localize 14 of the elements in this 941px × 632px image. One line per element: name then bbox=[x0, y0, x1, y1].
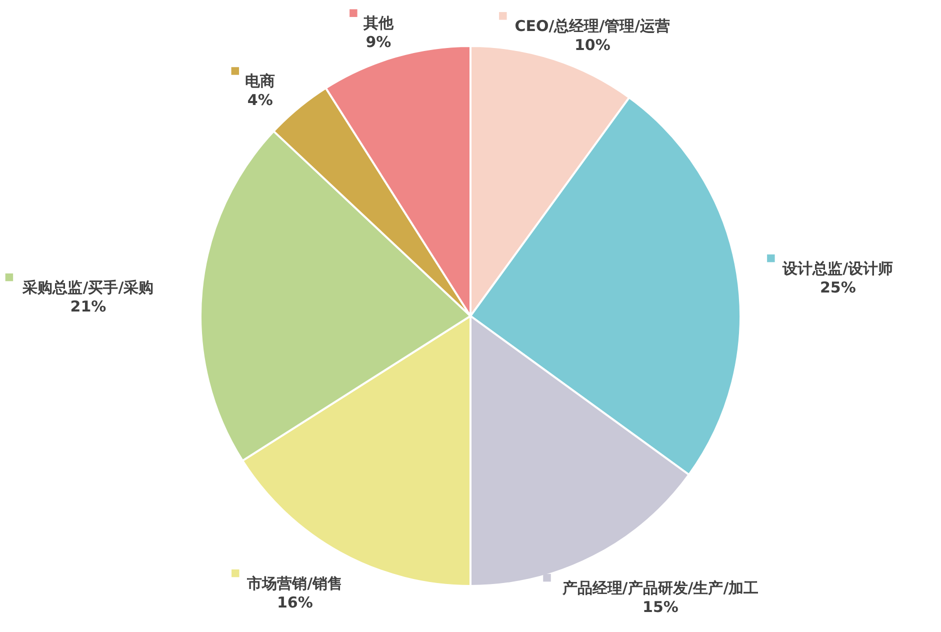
data-label: 15% bbox=[642, 598, 678, 616]
data-label: 21% bbox=[70, 297, 106, 316]
legend-label: 电商 bbox=[245, 72, 276, 90]
data-label: 4% bbox=[247, 90, 273, 109]
legend-label: 采购总监/买手/采购 bbox=[22, 278, 154, 296]
legend-label: 产品经理/产品研发/生产/加工 bbox=[561, 578, 759, 597]
legend-label: 市场营销/销售 bbox=[246, 574, 343, 592]
data-label: 16% bbox=[276, 593, 313, 612]
legend-label: 设计总监/设计师 bbox=[782, 259, 894, 278]
legend-label: CEO/总经理/管理/运营 bbox=[514, 16, 670, 35]
data-label: 10% bbox=[574, 36, 610, 54]
data-label: 9% bbox=[366, 33, 392, 52]
data-label: 25% bbox=[820, 278, 856, 296]
legend-label: 其他 bbox=[362, 14, 394, 32]
